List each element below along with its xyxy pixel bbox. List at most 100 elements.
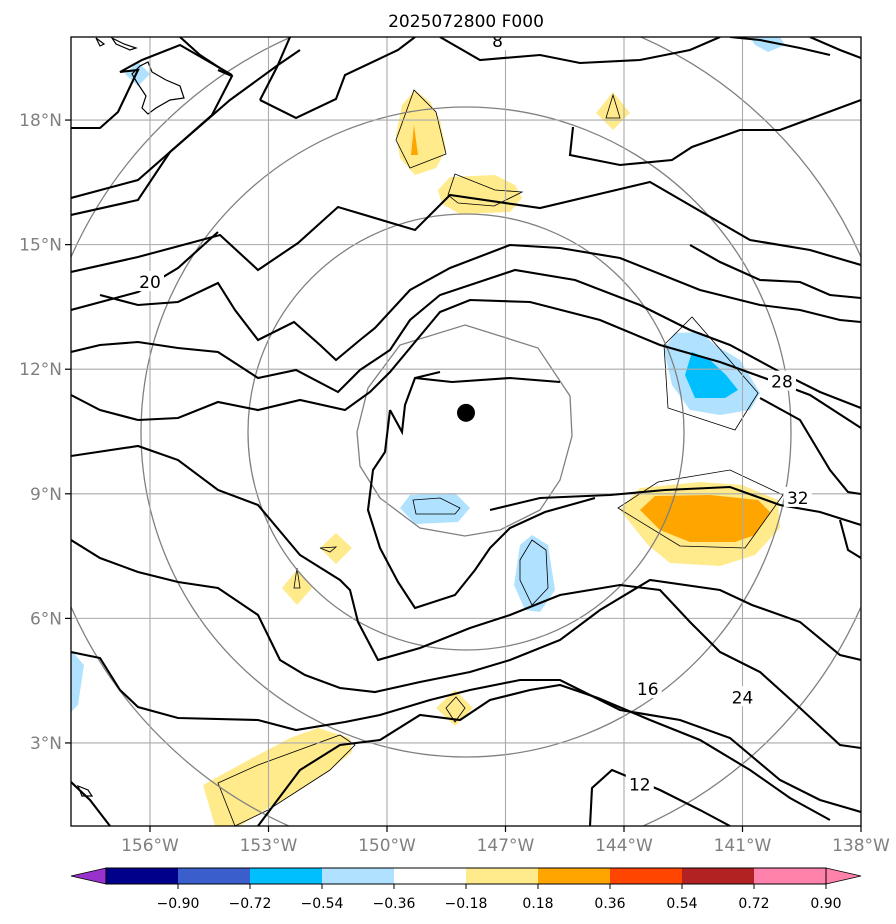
colorbar-segment [322,868,395,884]
colorbar-segment [754,868,827,884]
contour-label: 8 [492,32,503,52]
contour-label-bg [633,677,662,698]
y-tick-label: 18°N [19,111,62,131]
patch-outlines [217,89,784,826]
coastline-island [131,61,185,115]
patch-outline [519,539,549,606]
x-tick-label: 141°W [714,836,772,856]
range-ring-2 [247,213,685,651]
contour-line [71,268,861,409]
x-tick-label: 153°W [240,836,298,856]
colorbar-extend-low [70,867,107,885]
contour-line [414,370,441,380]
contour-line [568,99,861,167]
contour-line [366,409,596,610]
patch-outline [217,734,356,826]
y-tick-label: 3°N [30,734,62,754]
range-ring-1 [356,324,573,537]
colorbar-segment [394,868,467,884]
coastline-island [76,784,94,797]
range-rings [71,37,861,826]
x-tick-label: 147°W [477,836,535,856]
contour-label: 24 [732,688,754,708]
range-ring-3 [140,106,792,758]
contour-line [71,781,111,826]
contour-line [71,298,861,429]
anomaly-patch-yellow-sw2 [282,570,312,605]
y-tick-label: 15°N [19,236,62,256]
chart-title: 2025072800 F000 [388,12,544,32]
x-tick-label: 156°W [121,836,179,856]
colorbar-segment [538,868,611,884]
axes-frame [70,36,862,827]
contour-line [759,397,861,496]
patch-outline [293,567,301,589]
anomaly-patch-yellow-north [396,90,446,175]
anomaly-patch-blue-center [400,493,470,524]
colorbar-segment [250,868,323,884]
patch-outline [319,546,338,553]
anomaly-patch-yellow-sw1 [320,533,352,564]
anomaly-patch-blue-west-edge [71,650,84,712]
contour-line [689,244,861,300]
contour-line [71,650,861,814]
colorbar-tick-label: 0.90 [810,896,841,912]
colorbar-segment [466,868,539,884]
y-tick-label: 12°N [19,360,62,380]
contour-label: 28 [771,373,793,393]
colorbar-tick-label: −0.72 [229,896,272,912]
coastline-island [110,37,138,51]
coastline-island [95,37,106,47]
contour-line [259,37,416,120]
contour-line [489,485,861,527]
contour-label: 20 [139,273,161,293]
colorbar-tick-label: 0.18 [522,896,553,912]
contour-label-bg [768,370,796,391]
contour-line [809,37,861,59]
anomaly-patch-deepblue-east [685,352,738,398]
anomaly-patch-orange-east [640,495,770,542]
contour-line [71,43,233,130]
colorbar-segment [682,868,755,884]
contour-line [257,683,831,826]
contour-label-bg [728,686,757,707]
anomaly-patch-orange-north [411,125,418,155]
contour-line [729,37,831,57]
y-tick-label: 6°N [30,609,62,629]
contour-label: 32 [787,489,809,509]
patch-outline [605,93,621,119]
anomaly-patch-blue-hawaii [125,62,150,86]
anomaly-patch-yellow-sw-large [203,728,352,826]
contour-line [71,539,861,694]
x-tick-label: 138°W [832,836,890,856]
patch-outline [412,497,461,515]
contour-labels: 8 20 28 32 16 24 12 [136,32,812,795]
contour-line [439,37,721,65]
x-tick-label: 150°W [358,836,416,856]
patch-outline [395,89,447,169]
map-area: 8 20 28 32 16 24 12 [71,32,861,826]
anomaly-patch-blue-south [514,535,555,612]
patch-outline [617,469,784,549]
contour-label: 16 [637,680,659,700]
colorbar-segment [178,868,251,884]
graticule [71,37,861,826]
contour-line [99,243,861,362]
contour-line [838,519,861,559]
contour-line [71,180,861,274]
y-axis-ticks: 3°N 6°N 9°N 12°N 15°N 18°N [19,111,71,754]
colorbar-tick-label: 0.54 [666,896,697,912]
contour-label-bg [136,271,164,292]
patch-outline [447,173,524,207]
coastlines [76,37,185,797]
contour-line [217,69,233,77]
contour-label: 12 [629,775,651,795]
colorbar-segment [106,868,179,884]
contour-label-bg [489,37,507,51]
x-axis-ticks: 156°W 153°W 150°W 147°W 144°W 141°W 138°W [121,826,890,856]
anomaly-patch-yellow-mid-n [438,175,522,214]
patch-outline [663,316,759,431]
colorbar-tick-label: −0.54 [301,896,344,912]
colorbar-segment [610,868,683,884]
